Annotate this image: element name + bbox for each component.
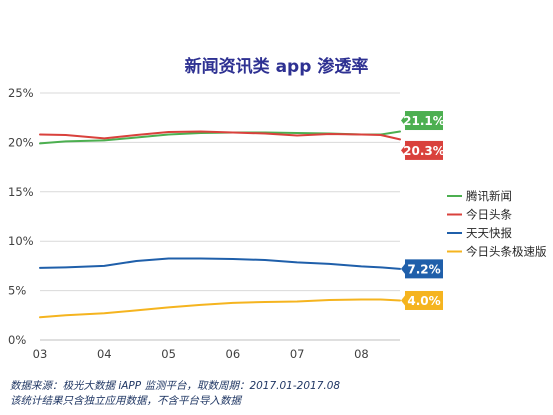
legend-label: 天天快报 — [466, 226, 512, 240]
series-line — [39, 257, 401, 270]
end-label-text: 7.2% — [407, 262, 440, 276]
end-label-box — [405, 290, 443, 310]
end-label-pointer — [401, 263, 405, 274]
x-tick-label: 08 — [354, 347, 369, 361]
x-tick-label: 07 — [290, 347, 305, 361]
end-value-label: 21.1% — [401, 111, 445, 131]
series-line — [39, 130, 401, 141]
end-label-box — [405, 140, 443, 160]
series-lines — [39, 130, 401, 319]
chart-title: 新闻资讯类 app 渗透率 — [184, 57, 369, 77]
legend-label: 腾讯新闻 — [466, 189, 512, 203]
x-tick-label: 06 — [226, 347, 241, 361]
end-value-label: 20.3% — [401, 140, 445, 160]
end-label-box — [405, 111, 443, 131]
end-label-text: 4.0% — [407, 294, 440, 308]
disclaimer-note: 该统计结果只含独立应用数据，不含平台导入数据 — [10, 395, 241, 407]
grid-lines — [40, 92, 400, 341]
end-label-pointer — [401, 115, 405, 126]
y-tick-label: 10% — [8, 234, 34, 248]
y-tick-label: 25% — [8, 86, 34, 100]
y-tick-label: 0% — [8, 333, 26, 347]
end-label-pointer — [401, 295, 405, 306]
x-tick-label: 05 — [161, 347, 176, 361]
end-label-text: 20.3% — [403, 144, 445, 158]
x-tick-label: 03 — [33, 347, 48, 361]
end-labels: 21.1% 20.3% 7.2% 4.0% — [401, 111, 445, 310]
legend-label: 今日头条极速版 — [466, 245, 547, 259]
end-value-label: 7.2% — [401, 259, 443, 279]
end-label-pointer — [401, 145, 405, 156]
y-axis-ticks: 0% 5% 10% 15% 20% 25% — [8, 86, 34, 347]
end-value-label: 4.0% — [401, 290, 443, 310]
x-axis-ticks: 03 04 05 06 07 08 — [33, 347, 369, 361]
y-tick-label: 5% — [8, 284, 26, 298]
series-line — [39, 298, 401, 319]
y-tick-label: 20% — [8, 135, 34, 149]
y-tick-label: 15% — [8, 185, 34, 199]
source-note: 数据来源：极光大数据 iAPP 监测平台，取数周期：2017.01-2017.0… — [10, 380, 341, 392]
legend-label: 今日头条 — [466, 208, 512, 222]
end-label-text: 21.1% — [403, 114, 445, 128]
end-label-box — [405, 259, 443, 279]
x-tick-label: 04 — [97, 347, 112, 361]
